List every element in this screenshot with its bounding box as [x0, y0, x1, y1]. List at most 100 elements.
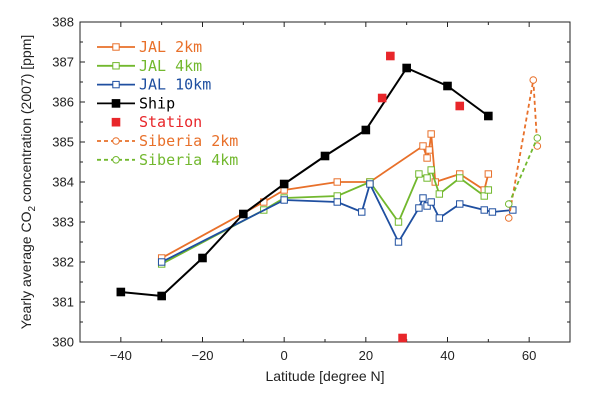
point-station — [455, 101, 465, 111]
point-jal-10km — [358, 208, 366, 216]
point-jal-10km — [366, 180, 374, 188]
point-jal-4km — [480, 192, 488, 200]
legend-label-siberia-4km: Siberia 4km — [139, 151, 238, 169]
legend-marker-jal-2km — [112, 43, 120, 51]
y-axis-label: Yearly average CO2 concentration (2007) … — [18, 35, 38, 330]
legend-item-jal-4km: JAL 4km — [97, 57, 202, 75]
legend-item-jal-2km: JAL 2km — [97, 38, 202, 56]
point-jal-10km — [280, 196, 288, 204]
y-axis-label-part-1: Yearly average CO — [18, 211, 34, 329]
legend-marker-jal-10km — [112, 80, 120, 89]
point-jal-10km — [427, 198, 435, 206]
y-axis-label-subscript: 2 — [27, 206, 38, 212]
point-jal-10km — [419, 194, 427, 202]
series-line-siberia-2km — [507, 79, 539, 219]
legend-item-ship: Ship — [97, 94, 175, 112]
point-siberia-2km — [529, 76, 538, 84]
point-jal-4km — [333, 192, 341, 200]
point-ship — [361, 125, 371, 135]
point-jal-4km — [423, 174, 431, 182]
point-ship — [279, 179, 289, 189]
point-jal-2km — [425, 146, 433, 154]
legend-item-station: Station — [111, 113, 202, 131]
series-group — [116, 51, 542, 343]
y-tick-label: 382 — [52, 255, 74, 270]
x-tick-label: 0 — [281, 348, 288, 363]
legend-marker-jal-4km — [112, 62, 120, 70]
point-jal-4km — [394, 218, 403, 226]
point-jal-2km — [333, 178, 341, 186]
y-tick-label: 381 — [52, 295, 74, 310]
y-tick-label: 380 — [52, 335, 74, 350]
y-tick-label: 388 — [52, 15, 74, 30]
series-ship — [116, 63, 493, 301]
x-tick-label: 20 — [359, 348, 373, 363]
point-jal-10km — [423, 202, 431, 210]
point-jal-10km — [333, 198, 341, 206]
legend-item-siberia-4km: Siberia 4km — [97, 151, 238, 169]
legend-item-siberia-2km: Siberia 2km — [97, 132, 238, 150]
x-tick-label: −20 — [191, 348, 213, 363]
series-line-ship — [120, 66, 489, 298]
series-jal-2km — [157, 130, 493, 262]
x-axis-label: Latitude [degree N] — [265, 368, 384, 384]
point-ship — [239, 209, 248, 219]
point-jal-4km — [456, 174, 464, 182]
y-axis-label-part-2: concentration (2007) [ppm] — [18, 35, 34, 206]
legend-label-jal-2km: JAL 2km — [139, 38, 202, 56]
x-tick-label: 60 — [522, 348, 536, 363]
y-tick-label: 384 — [52, 175, 74, 190]
legend-label-jal-10km: JAL 10km — [139, 76, 211, 94]
point-station — [377, 93, 387, 103]
series-jal-10km — [157, 180, 517, 266]
point-jal-10km — [435, 214, 444, 222]
point-jal-2km — [423, 154, 431, 162]
legend-label-ship: Ship — [139, 94, 175, 112]
point-jal-10km — [394, 238, 403, 246]
point-jal-10km — [488, 208, 497, 216]
point-jal-10km — [415, 204, 423, 212]
point-jal-10km — [157, 258, 166, 266]
point-ship — [443, 81, 452, 91]
legend-label-jal-4km: JAL 4km — [139, 57, 202, 75]
point-ship — [116, 287, 126, 297]
point-jal-2km — [427, 130, 435, 138]
point-station — [386, 51, 395, 61]
legend-item-jal-10km: JAL 10km — [97, 76, 211, 94]
series-line-siberia-4km — [507, 137, 539, 205]
point-jal-10km — [456, 200, 464, 208]
point-jal-4km — [427, 166, 435, 174]
x-tick-label: 40 — [440, 348, 454, 363]
legend-marker-siberia-4km — [112, 156, 120, 164]
series-siberia-2km — [504, 76, 542, 222]
point-jal-2km — [419, 142, 427, 150]
point-jal-4km — [484, 186, 493, 194]
legend-marker-siberia-2km — [112, 137, 120, 145]
point-siberia-2km — [504, 214, 513, 222]
y-tick-label: 386 — [52, 95, 74, 110]
point-siberia-4km — [504, 200, 513, 208]
y-tick-label: 387 — [52, 55, 74, 70]
legend-marker-ship — [111, 99, 121, 108]
point-ship — [402, 63, 411, 73]
point-ship — [157, 291, 166, 301]
point-ship — [320, 151, 330, 161]
x-tick-label: −40 — [110, 348, 132, 363]
point-ship — [198, 253, 207, 263]
point-ship — [484, 111, 493, 121]
legend-label-siberia-2km: Siberia 2km — [139, 132, 238, 150]
point-jal-2km — [484, 170, 493, 178]
point-jal-4km — [415, 170, 423, 178]
point-jal-4km — [435, 190, 444, 198]
legend-label-station: Station — [139, 113, 202, 131]
point-jal-10km — [480, 206, 488, 214]
axis-ticks: −40 −20 0 20 40 60 380 381 382 383 384 385 386 387 388 — [52, 15, 571, 363]
legend-marker-station — [111, 117, 121, 127]
y-tick-label: 385 — [52, 135, 74, 150]
y-tick-label: 383 — [52, 215, 74, 230]
point-station — [398, 333, 407, 343]
point-siberia-4km — [533, 134, 542, 142]
series-siberia-4km — [504, 134, 542, 208]
